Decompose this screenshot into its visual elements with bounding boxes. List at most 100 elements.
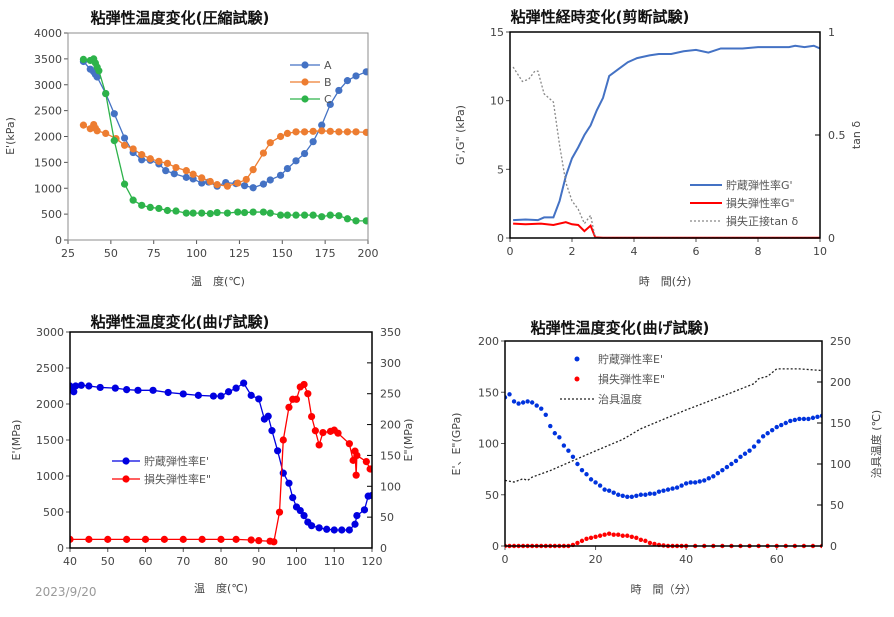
legend-label: 治具温度	[598, 392, 642, 406]
chart-title: 粘弾性温度変化(曲げ試験)	[531, 319, 710, 337]
y-tick-label: 150	[478, 386, 499, 399]
legend-item: 貯蔵弾性率G'	[690, 178, 793, 192]
data-point	[276, 171, 285, 179]
data-point	[353, 451, 361, 460]
data-point	[149, 386, 157, 394]
data-point	[111, 384, 119, 392]
date-stamp: 2023/9/20	[35, 585, 97, 599]
data-point	[507, 392, 512, 397]
legend: ABC	[290, 59, 332, 106]
legend-item: C	[290, 93, 332, 106]
data-point	[249, 184, 257, 192]
x-tick-label: 25	[61, 247, 75, 260]
data-point	[606, 488, 612, 493]
data-point	[266, 209, 274, 217]
data-point	[352, 217, 360, 225]
legend-label: 貯蔵弾性率G'	[726, 178, 793, 192]
data-point	[276, 211, 285, 219]
data-point	[724, 464, 730, 470]
chart-4: 粘弾性温度変化(曲げ試験) 0 20 40 60 0 50 100 150 200 0 50 100 15…	[450, 319, 883, 596]
data-point	[335, 212, 343, 220]
data-point	[110, 110, 118, 118]
data-point	[801, 416, 807, 422]
x-tick-label: 8	[755, 245, 762, 258]
data-point	[270, 538, 278, 546]
legend-label: 貯蔵弾性率E'	[598, 352, 663, 366]
data-point	[285, 403, 293, 411]
data-point	[561, 443, 567, 448]
data-point	[259, 208, 268, 216]
data-point	[172, 163, 180, 172]
data-point	[738, 454, 743, 460]
data-point	[189, 170, 197, 178]
data-point	[85, 382, 93, 390]
x-tick-label: 40	[679, 553, 693, 566]
chart-title: 粘弾性温度変化(曲げ試験)	[91, 313, 270, 331]
data-point	[351, 520, 359, 528]
y-tick-label: 2500	[34, 105, 62, 118]
y-tick-label: 2500	[36, 362, 64, 375]
legend-marker	[301, 95, 309, 103]
y-axis-label: E'(kPa)	[4, 117, 17, 155]
data-point	[360, 506, 369, 514]
data-point	[182, 173, 190, 181]
chart-title: 粘弾性温度変化(圧縮試験)	[91, 9, 270, 27]
y2-tick-label: 150	[380, 449, 401, 462]
data-point	[292, 157, 300, 165]
y2-tick-label: 0	[380, 542, 387, 555]
data-point	[240, 182, 249, 190]
data-point	[638, 537, 644, 543]
y2-tick-label: 100	[380, 480, 401, 493]
data-point	[275, 508, 284, 516]
data-point	[315, 524, 323, 532]
y2-tick-label: 150	[830, 417, 851, 430]
x-tick-label: 125	[229, 247, 250, 260]
y-tick-label: 100	[478, 438, 499, 451]
data-point	[232, 384, 240, 392]
data-point	[138, 201, 146, 209]
data-point	[634, 535, 639, 540]
data-point	[79, 121, 88, 129]
y-tick-label: 1500	[34, 156, 62, 169]
legend-label: 損失弾性率G"	[726, 196, 795, 210]
data-point	[566, 448, 571, 453]
series-貯蔵弾性率G'	[513, 44, 820, 222]
legend-label: 損失弾性率E"	[598, 372, 665, 386]
y-tick-label: 3500	[34, 53, 62, 66]
data-point	[232, 535, 240, 543]
y2-tick-label: 50	[380, 511, 394, 524]
y2-tick-label: 200	[380, 419, 401, 432]
data-point	[334, 429, 342, 437]
data-point	[179, 390, 187, 398]
y2-tick-label: 50	[830, 499, 844, 512]
data-point	[217, 535, 225, 543]
data-point	[625, 494, 630, 499]
y2-tick-label: 0	[828, 232, 835, 245]
data-point	[93, 73, 101, 81]
data-point	[292, 211, 300, 219]
data-point	[345, 526, 353, 534]
data-point	[309, 127, 317, 135]
x-tick-label: 150	[272, 247, 293, 260]
legend-item: 損失弾性率E"	[574, 372, 665, 386]
data-point	[323, 525, 331, 533]
x-tick-label: 10	[813, 245, 827, 258]
legend-marker	[301, 61, 309, 69]
data-point	[349, 456, 357, 464]
x-tick-label: 6	[693, 245, 700, 258]
x-axis-label: 時 間(分)	[639, 275, 692, 288]
y-tick-label: 2000	[36, 398, 64, 411]
data-point	[283, 129, 292, 137]
data-point	[206, 177, 214, 186]
data-point	[120, 180, 129, 188]
data-point	[584, 472, 589, 477]
y-tick-label: 1000	[34, 182, 62, 195]
data-point	[70, 388, 78, 396]
data-point	[643, 538, 648, 544]
data-point	[647, 540, 653, 546]
y-tick-label: 5	[497, 163, 504, 176]
data-point	[93, 127, 101, 135]
data-point	[155, 157, 163, 165]
data-point	[285, 479, 293, 487]
y-tick-label: 0	[55, 234, 62, 247]
